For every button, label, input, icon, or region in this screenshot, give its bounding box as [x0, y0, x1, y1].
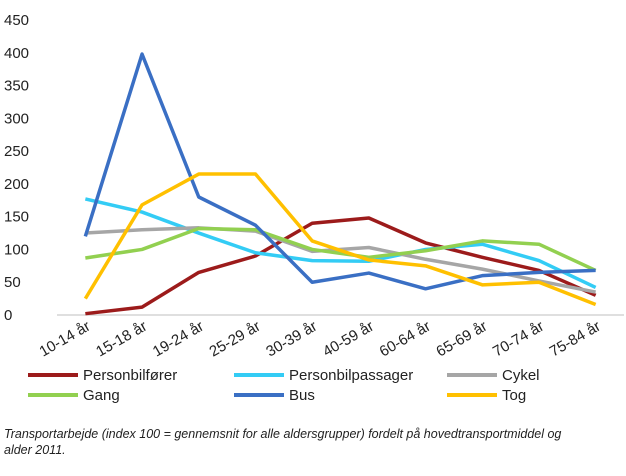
x-tick-label: 60-64 år [377, 318, 434, 361]
x-tick-label: 40-59 år [320, 318, 377, 361]
y-tick-label: 300 [4, 110, 29, 127]
x-tick-label: 30-39 år [263, 318, 320, 361]
series-line [85, 216, 597, 316]
legend-label: Personbilfører [83, 367, 177, 384]
y-tick-label: 0 [4, 307, 12, 324]
y-tick-label: 50 [4, 274, 21, 291]
legend-label: Bus [289, 387, 315, 404]
series-line [83, 52, 596, 291]
y-tick-label: 400 [4, 45, 29, 62]
x-tick-label: 15-18 år [93, 318, 150, 361]
x-tick-label: 70-74 år [490, 318, 547, 361]
x-tick-label: 19-24 år [150, 318, 207, 361]
series-line [85, 226, 597, 273]
legend-label: Gang [83, 387, 120, 404]
chart: 0 50 100 150 200 250 300 350 400 450 10-14 år 15-18… [4, 12, 624, 404]
caption: Transportarbejde (index 100 = gennemsnit… [4, 427, 562, 457]
legend-label: Cykel [502, 367, 540, 384]
x-tick-label: 25-29 år [207, 318, 264, 361]
x-tick-label: 65-69 år [433, 318, 490, 361]
y-tick-label: 150 [4, 209, 29, 226]
legend-label: Personbilpassager [289, 367, 413, 384]
y-tick-label: 250 [4, 143, 29, 160]
legend-label: Tog [502, 387, 526, 404]
series-line [84, 197, 597, 290]
x-tick-label: 10-14 år [36, 318, 93, 361]
y-tick-label: 200 [4, 176, 29, 193]
y-tick-label: 100 [4, 241, 29, 258]
y-tick-label: 450 [4, 12, 29, 29]
series-line [83, 172, 597, 307]
y-tick-label: 350 [4, 78, 29, 95]
x-tick-label: 75-84 år [547, 318, 604, 361]
